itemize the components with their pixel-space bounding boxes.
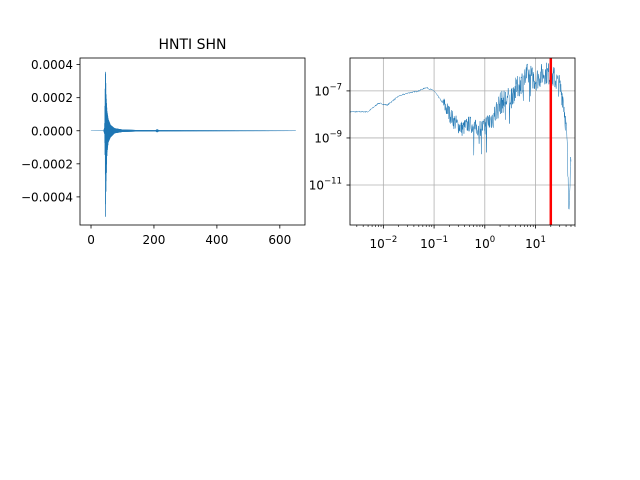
waveform-y-tick-label: −0.0002 — [21, 157, 73, 171]
waveform-x-tick-label: 200 — [142, 233, 165, 247]
spectrum-panel: 10−2 10−1 100 101 10−7 10−9 10−11 — [309, 57, 576, 251]
spectrum-y-ticks: 10−7 10−9 10−11 — [309, 82, 350, 193]
spectrum-trace — [349, 62, 572, 210]
waveform-x-tick-label: 600 — [268, 233, 291, 247]
waveform-panel: HNTI SHN 0 200 400 600 0.0004 0.0002 0.0000 −0… — [21, 37, 306, 247]
spectrum-x-ticks: 10−2 10−1 100 101 — [356, 225, 576, 251]
waveform-y-tick-label: 0.0002 — [31, 91, 73, 105]
spectrum-y-tick-label: 10−7 — [314, 82, 342, 98]
waveform-x-ticks: 0 200 400 600 — [87, 225, 291, 247]
spectrum-y-tick-label: 10−9 — [314, 129, 342, 145]
spectrum-grid — [350, 58, 575, 225]
waveform-y-tick-label: 0.0004 — [31, 58, 73, 72]
spectrum-y-tick-label: 10−11 — [309, 177, 342, 193]
waveform-title: HNTI SHN — [158, 37, 226, 53]
waveform-x-tick-label: 0 — [87, 233, 95, 247]
spectrum-axes-frame — [349, 57, 576, 226]
waveform-plot-area — [90, 71, 296, 217]
waveform-axes-frame — [79, 57, 306, 226]
waveform-y-tick-label: 0.0000 — [31, 124, 73, 138]
waveform-trace — [90, 71, 296, 217]
waveform-y-tick-label: −0.0004 — [21, 190, 73, 204]
waveform-y-ticks: 0.0004 0.0002 0.0000 −0.0002 −0.0004 — [21, 58, 80, 204]
spectrum-plot-area — [349, 58, 572, 225]
waveform-x-tick-label: 400 — [205, 233, 228, 247]
